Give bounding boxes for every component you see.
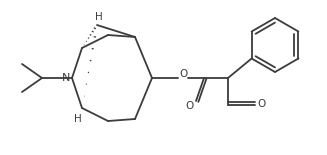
Text: O: O <box>186 101 194 111</box>
Text: O: O <box>179 69 187 79</box>
Text: H: H <box>95 12 103 22</box>
Text: O: O <box>257 99 265 109</box>
Text: H: H <box>74 114 82 124</box>
Text: N: N <box>62 73 70 83</box>
